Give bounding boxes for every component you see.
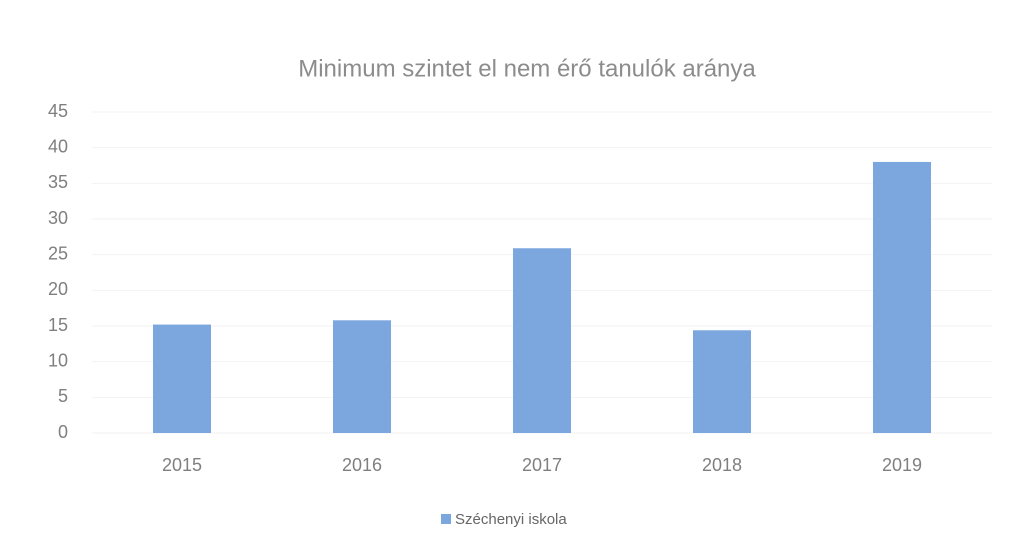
bar xyxy=(693,330,751,433)
y-tick-label: 10 xyxy=(48,350,68,370)
y-tick-label: 5 xyxy=(58,386,68,406)
bar xyxy=(153,324,211,433)
legend-label: Széchenyi iskola xyxy=(455,511,567,528)
x-tick-label: 2017 xyxy=(522,455,562,475)
y-tick-label: 20 xyxy=(48,279,68,299)
y-tick-label: 15 xyxy=(48,315,68,335)
y-tick-label: 25 xyxy=(48,243,68,263)
x-tick-label: 2018 xyxy=(702,455,742,475)
bar xyxy=(333,320,391,433)
y-tick-label: 0 xyxy=(58,422,68,442)
x-tick-label: 2019 xyxy=(882,455,922,475)
x-tick-label: 2016 xyxy=(342,455,382,475)
bar xyxy=(513,248,571,433)
y-tick-label: 35 xyxy=(48,172,68,192)
legend-swatch xyxy=(441,514,451,524)
y-tick-label: 30 xyxy=(48,208,68,228)
bar xyxy=(873,161,931,433)
y-tick-label: 40 xyxy=(48,136,68,156)
x-tick-label: 2015 xyxy=(162,455,202,475)
y-tick-label: 45 xyxy=(48,101,68,121)
chart-title: Minimum szintet el nem érő tanulók arány… xyxy=(298,55,756,82)
